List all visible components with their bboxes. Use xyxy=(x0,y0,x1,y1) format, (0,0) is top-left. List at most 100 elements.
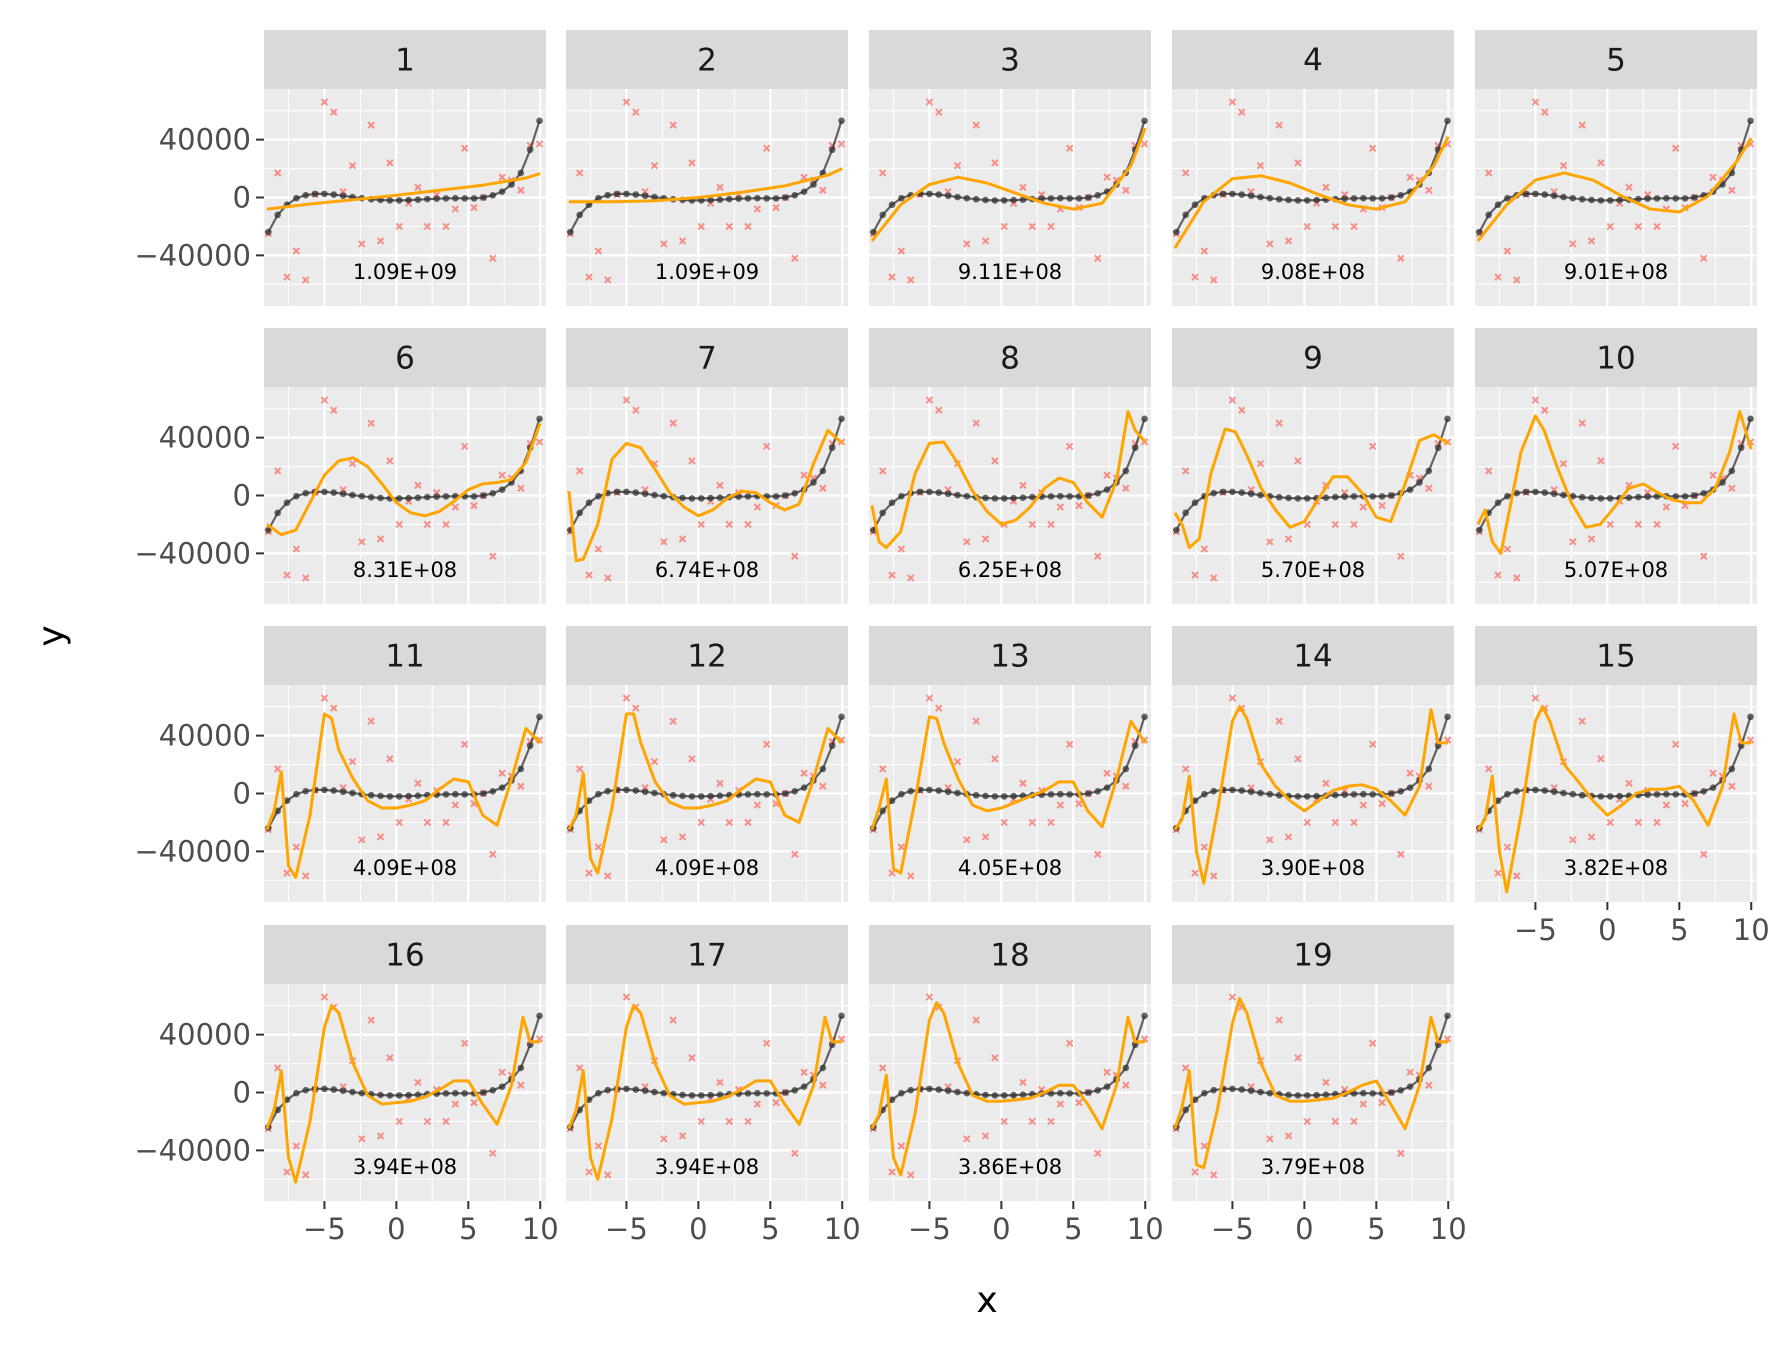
true-curve-point xyxy=(1635,195,1642,203)
true-curve-point xyxy=(1494,201,1502,209)
true-curve-point xyxy=(1560,491,1567,499)
noisy-point xyxy=(1569,836,1577,844)
fit-curve-line xyxy=(1476,137,1753,242)
true-curve-point xyxy=(1122,1064,1130,1072)
noisy-point xyxy=(273,765,282,773)
noisy-point xyxy=(386,457,394,465)
true-curve-point xyxy=(819,1064,827,1072)
true-curve-point xyxy=(1532,786,1539,794)
noisy-point xyxy=(1140,140,1149,148)
true-curve-point xyxy=(442,791,450,798)
true-curve-point xyxy=(954,491,961,499)
noisy-point xyxy=(330,704,338,712)
facet-strip xyxy=(1172,30,1454,89)
noisy-point xyxy=(1094,254,1102,262)
mse-annotation: 3.86E+08 xyxy=(958,1155,1062,1179)
facet-panel-6: 6 8.31E+08 −40000 0 40000 xyxy=(134,328,546,604)
true-curve-point xyxy=(585,797,593,805)
noisy-point xyxy=(1066,1039,1074,1048)
true-curve-point xyxy=(810,479,817,486)
noisy-point xyxy=(1541,406,1549,414)
noisy-point xyxy=(1359,801,1368,809)
true-curve-point xyxy=(879,807,886,815)
true-curve-point xyxy=(1360,1089,1367,1097)
true-curve-point xyxy=(879,509,886,517)
noisy-point xyxy=(981,833,990,841)
noisy-point xyxy=(1406,1068,1414,1076)
true-curve-point xyxy=(367,791,375,799)
noisy-point xyxy=(1047,818,1055,827)
facet-panel-14: 14 3.90E+08 xyxy=(1172,626,1454,902)
noisy-point xyxy=(1331,1117,1340,1126)
true-curve-point xyxy=(1257,491,1264,499)
noisy-point xyxy=(302,574,310,582)
noisy-point xyxy=(320,694,329,702)
noisy-point xyxy=(1191,1168,1199,1176)
true-curve-point xyxy=(1653,791,1661,798)
noisy-point xyxy=(725,818,734,827)
facet-strip-label: 7 xyxy=(697,341,717,377)
mse-annotation: 4.05E+08 xyxy=(958,856,1062,880)
true-curve-point xyxy=(1182,1106,1189,1114)
noisy-point xyxy=(688,1054,696,1062)
noisy-point xyxy=(1181,765,1190,773)
true-curve-point xyxy=(1444,117,1451,125)
fit-curve-line xyxy=(1173,427,1449,550)
noisy-point xyxy=(451,503,460,511)
true-curve-point xyxy=(1560,789,1567,797)
noisy-point xyxy=(1210,574,1218,582)
true-curve-point xyxy=(888,201,896,209)
noisy-point xyxy=(489,850,497,858)
x-tick-label: 5 xyxy=(459,1212,477,1246)
true-curve-point xyxy=(1747,713,1754,721)
fit-curve-line xyxy=(567,712,844,875)
true-curve-point xyxy=(1700,788,1708,795)
noisy-point xyxy=(878,1064,887,1072)
true-curve-point xyxy=(754,790,761,798)
noisy-point xyxy=(744,818,752,827)
true-curve-point xyxy=(1672,791,1680,798)
noisy-point xyxy=(1397,254,1405,262)
noisy-point xyxy=(386,755,394,763)
true-curve-point xyxy=(1425,1064,1433,1072)
noisy-point xyxy=(1047,520,1055,529)
noisy-point xyxy=(1210,872,1218,880)
noisy-point xyxy=(697,818,705,827)
true-curve-point xyxy=(688,1092,696,1099)
true-curve-point xyxy=(1388,492,1395,499)
noisy-point xyxy=(1322,183,1330,192)
true-curve-point xyxy=(1569,194,1577,202)
true-curve-point xyxy=(791,1087,799,1094)
true-curve-point xyxy=(1541,787,1549,794)
facet-panel-3: 3 9.11E+08 xyxy=(869,30,1151,306)
true-curve-point xyxy=(791,192,799,199)
true-curve-point xyxy=(1369,791,1377,798)
y-tick-label: −40000 xyxy=(134,1133,251,1167)
y-tick-label: 0 xyxy=(233,777,251,811)
true-curve-point xyxy=(1360,194,1367,202)
noisy-point xyxy=(697,1117,705,1126)
true-curve-point xyxy=(1094,1087,1102,1094)
true-curve-point xyxy=(517,169,525,177)
true-curve-point xyxy=(1085,194,1092,201)
noisy-point xyxy=(1406,173,1414,181)
noisy-point xyxy=(1578,717,1586,725)
true-curve-point xyxy=(1141,713,1148,721)
true-curve-point xyxy=(442,195,450,202)
true-curve-point xyxy=(744,791,752,798)
true-curve-point xyxy=(1103,486,1111,494)
noisy-point xyxy=(1425,186,1433,194)
noisy-point xyxy=(1228,98,1237,106)
noisy-point xyxy=(451,1100,460,1108)
noisy-point xyxy=(489,1149,497,1157)
true-curve-point xyxy=(339,490,347,498)
true-curve-point xyxy=(386,197,394,204)
true-curve-point xyxy=(763,791,771,798)
facet-panel-17: 17 3.94E+08 −5 0 5 10 xyxy=(566,925,861,1246)
true-curve-point xyxy=(1578,791,1586,799)
noisy-point xyxy=(1728,782,1736,790)
true-curve-point xyxy=(660,1089,668,1097)
true-curve-point xyxy=(321,190,328,198)
facet-strip xyxy=(869,30,1151,89)
true-curve-point xyxy=(641,192,649,200)
